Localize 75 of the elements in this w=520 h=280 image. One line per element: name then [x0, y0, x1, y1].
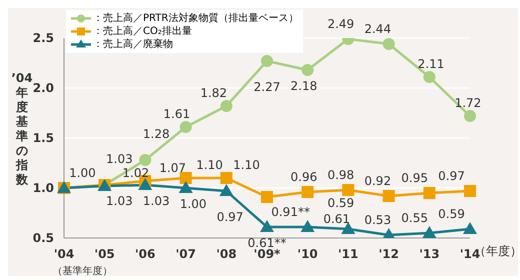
- x-tick-label: '05: [94, 247, 115, 261]
- legend-label: ：売上高／廃棄物: [93, 38, 173, 51]
- point: [261, 55, 273, 67]
- x-tick-label: '12: [378, 247, 399, 261]
- y-tick-label: 2.0: [32, 81, 54, 95]
- data-label: 1.28: [142, 127, 170, 141]
- data-label: 0.61: [323, 212, 350, 226]
- data-label: 0.98: [327, 168, 354, 182]
- point: [302, 186, 314, 198]
- point: [422, 226, 436, 238]
- legend-label: ：売上高／PRTR法対象物質（排出量ベース）: [93, 12, 298, 25]
- data-label: 1.03: [142, 194, 170, 208]
- data-label: 2.18: [290, 79, 318, 93]
- point: [261, 191, 273, 203]
- data-label: 1.61: [163, 107, 190, 121]
- y-tick-label: 1.0: [32, 181, 54, 195]
- data-label: 0.95: [401, 171, 428, 185]
- point: [423, 187, 436, 199]
- data-label: 1.00: [69, 166, 96, 180]
- x-tick-label: '10: [297, 247, 318, 261]
- x-tick-label: '07: [176, 247, 196, 261]
- x-tick-label: '06: [135, 247, 156, 261]
- data-label: 1.10: [196, 158, 223, 172]
- y-tick-label: 1.5: [32, 131, 54, 145]
- x-tick-label: '13: [419, 247, 440, 261]
- point: [138, 178, 152, 190]
- data-label: 0.59: [327, 196, 354, 210]
- y-tick-label: 2.5: [32, 31, 54, 45]
- point: [423, 71, 436, 83]
- point: [464, 110, 476, 122]
- data-label: 2.44: [364, 22, 392, 36]
- point: [180, 172, 192, 184]
- data-label: 1.72: [454, 96, 482, 110]
- x-tick-label: '09*: [254, 247, 282, 261]
- legend-label: ：売上高／CO₂排出量: [93, 25, 192, 38]
- data-label: 0.55: [401, 211, 428, 225]
- data-label: 1.10: [233, 158, 260, 172]
- y-axis-title: ’04年度基準の指数: [11, 71, 33, 186]
- point: [220, 100, 232, 112]
- data-label: 2.49: [327, 17, 354, 31]
- data-label: 1.00: [180, 197, 207, 211]
- data-label: 0.53: [364, 213, 392, 227]
- x-tick-label: '14: [460, 247, 480, 261]
- x-tick-label: '04: [54, 247, 74, 261]
- point: [219, 184, 234, 196]
- data-label: 0.92: [364, 174, 392, 188]
- point: [342, 184, 354, 196]
- point: [300, 220, 315, 232]
- text: （基準年度）: [52, 265, 112, 277]
- data-label: 1.82: [200, 86, 228, 100]
- point: [180, 121, 192, 133]
- data-label: 0.91**: [271, 205, 310, 219]
- point: [220, 172, 232, 184]
- point: [463, 222, 477, 234]
- point: [302, 64, 314, 76]
- x-tick-label: '11: [338, 247, 358, 261]
- point: [341, 222, 356, 234]
- point: [382, 190, 395, 202]
- data-label: 1.03: [106, 194, 133, 208]
- x-tick-label: '08: [216, 247, 237, 261]
- data-label: 2.11: [418, 57, 444, 71]
- data-label: 0.61**: [248, 236, 286, 250]
- data-label: 0.59: [438, 207, 465, 221]
- point: [260, 220, 274, 232]
- data-label: 0.96: [290, 170, 318, 184]
- point: [464, 185, 476, 197]
- data-label: 2.27: [254, 80, 280, 94]
- y-tick-label: 0.5: [32, 231, 54, 245]
- data-label: 0.97: [438, 169, 465, 183]
- point: [382, 38, 395, 50]
- point: [139, 154, 152, 166]
- point: [178, 181, 193, 193]
- data-label: 1.07: [159, 161, 186, 175]
- data-label: 1.03: [106, 152, 133, 166]
- data-label: 0.97: [216, 210, 244, 224]
